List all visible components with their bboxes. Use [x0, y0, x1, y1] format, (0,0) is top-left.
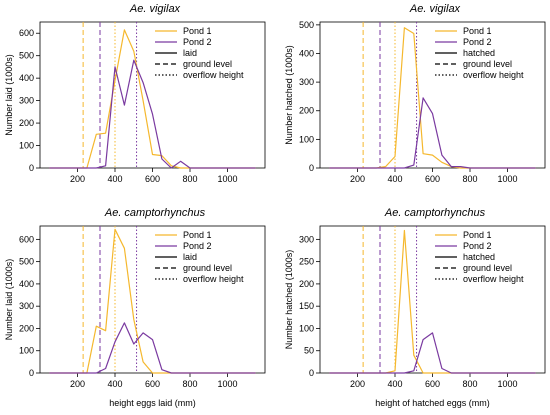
legend-item: Pond 1 — [183, 230, 212, 240]
x-tick-label: 800 — [462, 174, 477, 184]
chart-panel-2: Ae. vigilax Number hatched (1000s) 200 400 6… — [284, 3, 546, 184]
x-tick-label: 200 — [70, 174, 85, 184]
y-tick-label: 300 — [19, 301, 34, 311]
legend-item: laid — [183, 48, 197, 58]
x-tick-label: 800 — [462, 379, 477, 389]
series-line-pond1 — [329, 27, 536, 169]
chart-title: Ae. camptorhynchus — [384, 207, 486, 219]
x-tick-label: 600 — [425, 379, 440, 389]
x-tick-label: 200 — [350, 174, 365, 184]
x-tick-label: 400 — [107, 174, 122, 184]
series-line-pond1 — [49, 29, 256, 169]
y-tick-label: 200 — [299, 106, 314, 116]
y-tick-label: 250 — [299, 257, 314, 267]
y-tick-label: 300 — [299, 234, 314, 244]
y-axis-label: Number hatched (1000s) — [284, 45, 294, 145]
y-tick-label: 300 — [19, 96, 34, 106]
legend-item: hatched — [463, 252, 495, 262]
x-tick-label: 1000 — [497, 379, 517, 389]
y-tick-label: 100 — [19, 346, 34, 356]
x-tick-label: 1000 — [217, 379, 237, 389]
legend-item: Pond 1 — [463, 230, 492, 240]
x-tick-label: 400 — [387, 174, 402, 184]
plot-frame — [319, 21, 546, 169]
legend-item: overflow height — [463, 70, 524, 80]
y-tick-label: 200 — [19, 323, 34, 333]
legend-item: Pond 1 — [183, 26, 212, 36]
y-tick-label: 500 — [299, 20, 314, 30]
series-line-pond2 — [329, 332, 536, 374]
y-tick-label: 600 — [19, 28, 34, 38]
x-axis-label: height of hatched eggs (mm) — [375, 398, 490, 408]
y-tick-label: 50 — [304, 346, 314, 356]
legend-item: laid — [183, 252, 197, 262]
y-tick-label: 100 — [19, 141, 34, 151]
y-tick-label: 0 — [309, 368, 314, 378]
legend-item: ground level — [463, 263, 512, 273]
y-tick-label: 0 — [29, 163, 34, 173]
chart-title: Ae. vigilax — [409, 3, 461, 15]
chart-title: Ae. vigilax — [129, 3, 181, 15]
x-tick-label: 400 — [387, 379, 402, 389]
y-tick-label: 500 — [19, 257, 34, 267]
y-tick-label: 0 — [309, 163, 314, 173]
legend-item: ground level — [183, 263, 232, 273]
y-axis-label: Number hatched (1000s) — [284, 250, 294, 350]
legend-item: overflow height — [463, 274, 524, 284]
y-tick-label: 100 — [299, 134, 314, 144]
legend-item: overflow height — [183, 274, 244, 284]
chart-title: Ae. camptorhynchus — [104, 207, 206, 219]
plot-frame — [39, 225, 266, 374]
chart-panel-3: Ae. camptorhynchus Number laid (1000s) hei… — [4, 207, 266, 408]
y-tick-label: 0 — [29, 368, 34, 378]
chart-panel-4: Ae. camptorhynchus Number hatched (1000s)… — [284, 207, 546, 408]
legend-item: Pond 2 — [183, 241, 212, 251]
y-tick-label: 400 — [19, 73, 34, 83]
x-tick-label: 600 — [145, 379, 160, 389]
legend-item: overflow height — [183, 70, 244, 80]
y-tick-label: 500 — [19, 51, 34, 61]
x-tick-label: 1000 — [217, 174, 237, 184]
y-axis-label: Number laid (1000s) — [4, 54, 14, 136]
y-tick-label: 150 — [299, 301, 314, 311]
chart-panel-1: Ae. vigilax Number laid (1000s) 200 400 600 8… — [4, 3, 266, 184]
series-line-pond2 — [49, 59, 256, 169]
series-line-pond1 — [49, 228, 256, 374]
y-tick-label: 100 — [299, 323, 314, 333]
legend-item: Pond 1 — [463, 26, 492, 36]
x-tick-label: 200 — [70, 379, 85, 389]
y-tick-label: 600 — [19, 234, 34, 244]
legend-item: Pond 2 — [183, 37, 212, 47]
x-tick-label: 600 — [145, 174, 160, 184]
plot-frame — [39, 21, 266, 169]
legend-item: Pond 2 — [463, 37, 492, 47]
y-tick-label: 400 — [19, 279, 34, 289]
y-axis-label: Number laid (1000s) — [4, 259, 14, 341]
x-axis-label: height eggs laid (mm) — [109, 398, 196, 408]
legend-item: ground level — [183, 59, 232, 69]
series-line-pond2 — [329, 97, 536, 169]
x-tick-label: 1000 — [497, 174, 517, 184]
series-line-pond2 — [49, 322, 256, 374]
y-tick-label: 300 — [299, 77, 314, 87]
y-tick-label: 400 — [299, 48, 314, 58]
plot-frame — [319, 225, 546, 374]
series-line-pond1 — [329, 229, 536, 374]
y-tick-label: 200 — [19, 118, 34, 128]
x-tick-label: 600 — [425, 174, 440, 184]
legend-item: Pond 2 — [463, 241, 492, 251]
y-tick-label: 200 — [299, 279, 314, 289]
x-tick-label: 400 — [107, 379, 122, 389]
legend-item: ground level — [463, 59, 512, 69]
x-tick-label: 800 — [182, 379, 197, 389]
x-tick-label: 800 — [182, 174, 197, 184]
legend-item: hatched — [463, 48, 495, 58]
x-tick-label: 200 — [350, 379, 365, 389]
